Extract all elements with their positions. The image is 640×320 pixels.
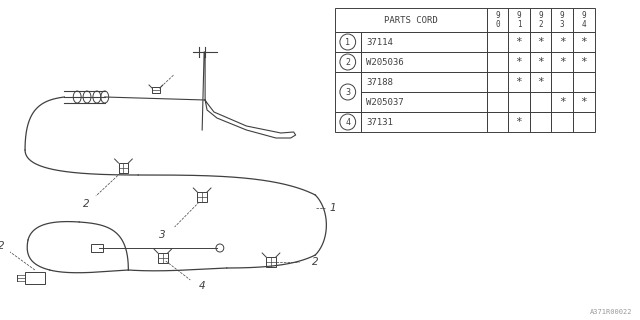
Text: *: * [537,57,544,67]
Bar [360,32,486,52]
Text: 4: 4 [345,117,350,126]
Text: A371R00022: A371R00022 [589,309,632,315]
Bar [266,257,276,267]
Text: 9
1: 9 1 [516,11,522,29]
Bar [335,72,360,112]
Bar [335,32,360,52]
Bar [573,72,595,92]
Bar [508,92,530,112]
Text: 3: 3 [159,230,166,240]
Bar [360,92,486,112]
Text: *: * [516,37,522,47]
Bar [335,112,360,132]
Bar [118,163,129,173]
Text: 2: 2 [83,199,90,209]
Bar [552,72,573,92]
Bar [158,253,168,263]
Bar [25,272,45,284]
Text: 2: 2 [312,257,319,267]
Bar [573,52,595,72]
Bar [486,32,508,52]
Text: *: * [559,97,566,107]
Text: W205037: W205037 [367,98,404,107]
Bar [91,244,103,252]
Text: *: * [516,57,522,67]
Bar [530,112,552,132]
Bar [573,8,595,32]
Text: *: * [516,77,522,87]
Text: 37188: 37188 [367,77,394,86]
Text: *: * [580,57,588,67]
Text: 9
0: 9 0 [495,11,500,29]
Bar [152,87,160,93]
Bar [530,92,552,112]
Bar [360,52,486,72]
Bar [552,112,573,132]
Bar [335,8,486,32]
Text: 2: 2 [0,241,4,251]
Bar [360,112,486,132]
Text: *: * [516,117,522,127]
Bar [508,8,530,32]
Bar [573,92,595,112]
Bar [573,32,595,52]
Bar [486,8,508,32]
Bar [530,72,552,92]
Bar [508,32,530,52]
Text: 1: 1 [345,37,350,46]
Bar [508,72,530,92]
Bar [530,32,552,52]
Bar [486,112,508,132]
Text: *: * [580,37,588,47]
Bar [573,112,595,132]
Text: 4: 4 [199,281,205,291]
Bar [486,72,508,92]
Text: 37114: 37114 [367,37,394,46]
Text: 9
2: 9 2 [538,11,543,29]
Bar [552,92,573,112]
Text: 2: 2 [345,58,350,67]
Bar [360,72,486,92]
Text: PARTS CORD: PARTS CORD [384,15,438,25]
Bar [486,92,508,112]
Bar [197,192,207,202]
Bar [335,52,360,72]
Text: *: * [537,37,544,47]
Bar [508,52,530,72]
Bar [486,52,508,72]
Bar [552,32,573,52]
Text: 9
3: 9 3 [560,11,564,29]
Text: W205036: W205036 [367,58,404,67]
Text: *: * [559,57,566,67]
Text: *: * [580,97,588,107]
Text: 3: 3 [345,87,350,97]
Text: 9
4: 9 4 [582,11,586,29]
Text: 1: 1 [329,203,336,213]
Bar [530,8,552,32]
Bar [530,52,552,72]
Text: *: * [559,37,566,47]
Bar [552,8,573,32]
Bar [508,112,530,132]
Text: 37131: 37131 [367,117,394,126]
Text: *: * [537,77,544,87]
Bar [552,52,573,72]
